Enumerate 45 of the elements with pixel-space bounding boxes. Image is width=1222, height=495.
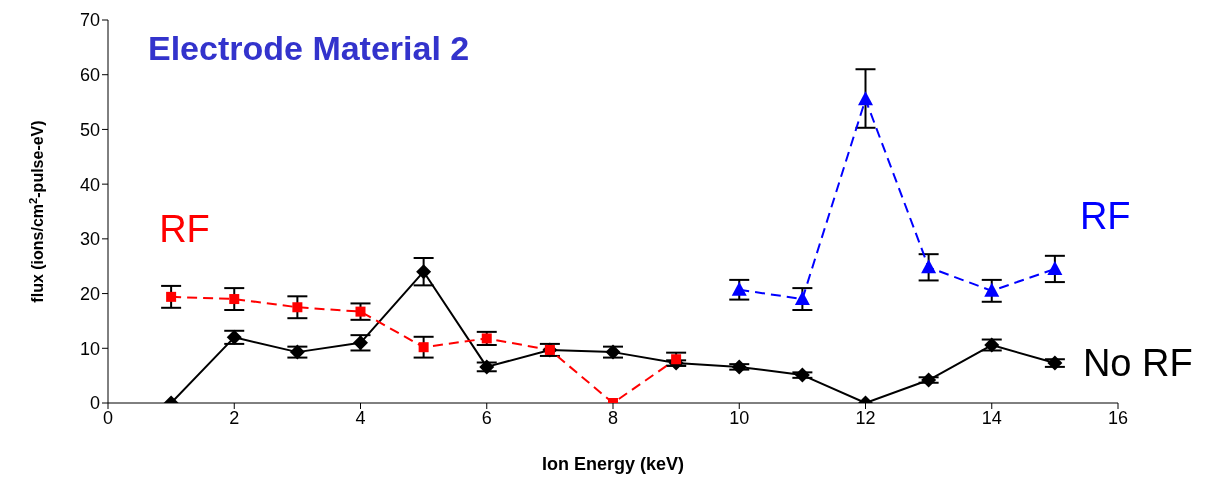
x-tick-label: 0 bbox=[102, 407, 114, 428]
x-tick-label: 2 bbox=[229, 407, 240, 428]
point bbox=[984, 282, 1000, 297]
point bbox=[292, 302, 303, 313]
x-tick-label: 6 bbox=[481, 407, 492, 428]
point bbox=[731, 359, 747, 375]
point bbox=[353, 335, 368, 351]
y-tick-label: 0 bbox=[89, 393, 100, 414]
point bbox=[479, 359, 495, 375]
y-tick-label: 70 bbox=[79, 10, 100, 31]
point bbox=[1047, 260, 1063, 275]
point bbox=[858, 91, 873, 106]
y-tick-label: 10 bbox=[79, 338, 100, 359]
point bbox=[226, 329, 242, 345]
point bbox=[355, 306, 366, 317]
x-tick-label: 10 bbox=[729, 407, 750, 428]
y-tick-label: 20 bbox=[79, 283, 100, 304]
point bbox=[481, 333, 492, 344]
x-tick-label: 14 bbox=[981, 407, 1002, 428]
x-tick-label: 4 bbox=[355, 407, 366, 428]
x-tick-label: 12 bbox=[855, 407, 876, 428]
y-tick-label: 40 bbox=[79, 174, 100, 195]
x-tick-label: 16 bbox=[1107, 407, 1129, 428]
point bbox=[794, 291, 810, 306]
y-tick-label: 30 bbox=[79, 229, 100, 250]
x-tick-label: 8 bbox=[607, 407, 619, 428]
point bbox=[289, 344, 305, 360]
point bbox=[671, 354, 682, 365]
point bbox=[229, 294, 240, 305]
point bbox=[921, 372, 937, 388]
series-label: RF bbox=[159, 207, 210, 250]
y-tick-label: 50 bbox=[79, 119, 100, 140]
point bbox=[166, 291, 177, 302]
x-axis-title: Ion Energy (keV) bbox=[541, 454, 685, 474]
point bbox=[984, 337, 1000, 353]
series-label: No RF bbox=[1082, 342, 1193, 385]
point bbox=[731, 281, 747, 296]
point bbox=[416, 264, 432, 280]
point bbox=[921, 259, 937, 274]
series-label: RF bbox=[1079, 194, 1131, 237]
point bbox=[1047, 355, 1063, 371]
point bbox=[794, 367, 810, 383]
chart-title: Electrode Material 2 bbox=[148, 29, 470, 67]
point bbox=[418, 342, 429, 353]
y-tick-label: 60 bbox=[79, 65, 100, 86]
